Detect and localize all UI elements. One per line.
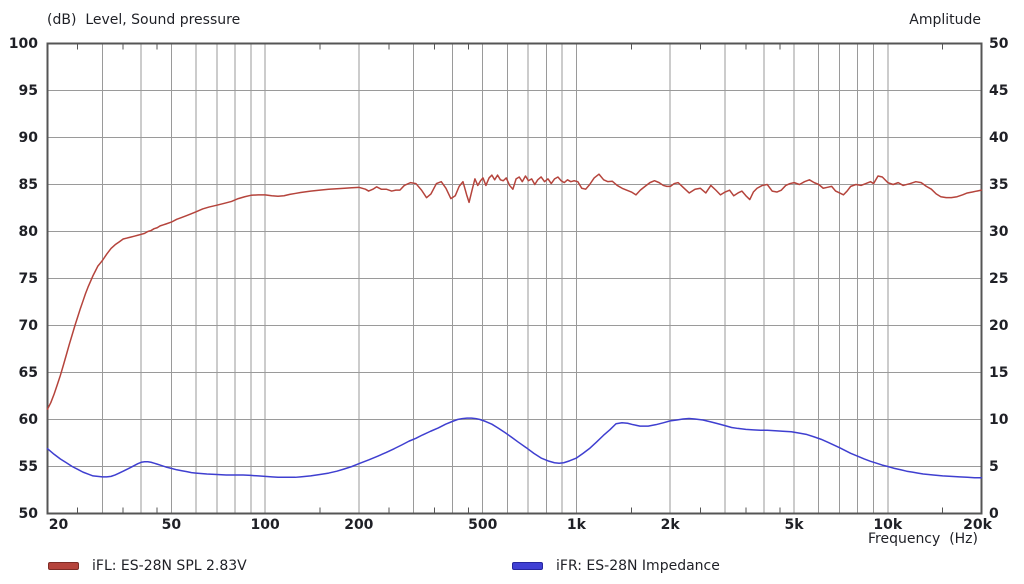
x-axis-tick-5k: 5k (784, 517, 804, 533)
right-axis-tick-0: 0 (989, 505, 999, 522)
legend: iFL: ES-28N SPL 2.83V iFR: ES-28N Impeda… (0, 554, 1024, 578)
right-axis-tick-25: 25 (989, 270, 1009, 287)
right-axis-tick-20: 20 (989, 317, 1009, 334)
left-axis-tick-95: 95 (18, 82, 38, 99)
legend-swatch-spl-line (48, 562, 79, 570)
left-axis-tick-65: 65 (18, 364, 38, 381)
x-axis-tick-50: 50 (161, 517, 182, 533)
curve-impedance (46, 417, 983, 479)
x-axis-tick-20: 20 (48, 517, 69, 533)
right-axis-title: Amplitude (909, 12, 981, 28)
left-axis-tick-75: 75 (18, 270, 38, 287)
x-axis-tick-2k: 2k (660, 517, 680, 533)
x-axis-tick-500: 500 (468, 517, 498, 533)
right-axis-tick-50: 50 (989, 35, 1009, 52)
legend-swatch-impedance-line (512, 562, 543, 570)
x-axis-tick-20k: 20k (963, 517, 992, 533)
x-axis-title: Frequency (Hz) (867, 531, 978, 547)
left-axis-tick-55: 55 (18, 458, 38, 475)
right-axis-tick-30: 30 (989, 223, 1009, 240)
left-axis-tick-100: 100 (8, 35, 38, 52)
left-axis-title: (dB) Level, Sound pressure (47, 12, 241, 28)
right-axis-tick-5: 5 (989, 458, 999, 475)
right-axis-tick-35: 35 (989, 176, 1009, 193)
right-axis-tick-40: 40 (989, 129, 1009, 146)
left-axis-tick-60: 60 (18, 411, 38, 428)
right-axis-tick-45: 45 (989, 82, 1009, 99)
right-axis-tick-15: 15 (989, 364, 1009, 381)
left-axis-tick-50: 50 (18, 505, 38, 522)
x-axis-tick-10k: 10k (873, 517, 903, 533)
left-axis-tick-85: 85 (18, 176, 38, 193)
left-axis-tick-90: 90 (18, 129, 38, 146)
left-axis-tick-70: 70 (18, 317, 38, 334)
x-axis-tick-1k: 1k (566, 517, 586, 533)
left-axis-tick-80: 80 (18, 223, 38, 240)
x-axis-tick-200: 200 (344, 517, 374, 533)
legend-item-spl: iFL: ES-28N SPL 2.83V (48, 554, 247, 578)
legend-label-spl: iFL: ES-28N SPL 2.83V (92, 558, 247, 574)
legend-item-impedance: iFR: ES-28N Impedance (512, 554, 720, 578)
curve-spl (46, 173, 983, 410)
x-axis-tick-100: 100 (250, 517, 280, 533)
right-axis-tick-10: 10 (989, 411, 1009, 428)
legend-label-impedance: iFR: ES-28N Impedance (556, 558, 720, 574)
